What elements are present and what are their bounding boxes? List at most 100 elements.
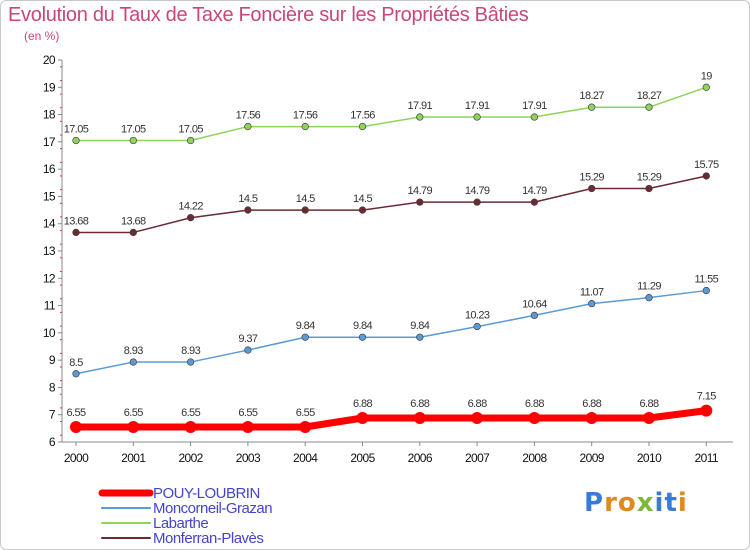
data-label: 8.5 bbox=[69, 357, 83, 369]
data-point bbox=[530, 113, 539, 121]
data-label: 15.29 bbox=[579, 172, 604, 184]
logo-letter: i bbox=[654, 488, 665, 518]
chart-subtitle: (en %) bbox=[24, 29, 60, 43]
y-tick-label: 11 bbox=[44, 299, 56, 313]
legend-label: Monferran-Plavès bbox=[153, 530, 263, 547]
data-point bbox=[473, 198, 481, 206]
data-label: 14.79 bbox=[465, 185, 490, 197]
y-tick-label: 6 bbox=[49, 435, 56, 449]
data-label: 17.05 bbox=[121, 123, 146, 135]
x-tick-label: 2005 bbox=[350, 451, 375, 465]
data-point bbox=[416, 333, 424, 341]
data-point bbox=[413, 411, 426, 424]
series-line-moncorneil-grazan bbox=[75, 289, 708, 375]
data-point bbox=[301, 333, 309, 341]
data-point bbox=[645, 294, 653, 302]
legend-label: Labarthe bbox=[153, 515, 208, 532]
data-label: 18.27 bbox=[579, 90, 604, 102]
data-label: 17.91 bbox=[408, 100, 433, 112]
data-label: 6.88 bbox=[525, 398, 544, 410]
data-label: 14.79 bbox=[522, 185, 547, 197]
logo-letter: t bbox=[664, 488, 678, 518]
logo-letter: o bbox=[617, 488, 637, 518]
data-point bbox=[184, 420, 197, 433]
logo-letter: P bbox=[584, 488, 605, 518]
data-label: 15.75 bbox=[694, 159, 719, 171]
y-tick-label: 19 bbox=[43, 80, 56, 94]
chart-data-labels: 17.05 17.05 17.05 17.56 17.56 17.56 17.91 17.91… bbox=[64, 70, 720, 419]
x-tick-label: 2010 bbox=[637, 451, 662, 465]
data-point bbox=[129, 136, 137, 145]
data-label: 14.5 bbox=[353, 193, 372, 205]
data-point bbox=[186, 214, 195, 222]
data-label: 19 bbox=[701, 70, 713, 82]
data-label: 13.68 bbox=[64, 215, 89, 227]
data-label: 17.05 bbox=[178, 123, 203, 135]
data-label: 17.91 bbox=[465, 100, 490, 112]
data-point bbox=[358, 206, 367, 214]
data-label: 15.29 bbox=[637, 172, 662, 184]
y-tick-label: 12 bbox=[43, 271, 56, 285]
x-tick-label: 2003 bbox=[236, 451, 261, 465]
data-label: 6.55 bbox=[238, 407, 257, 419]
y-tick-label: 16 bbox=[43, 162, 56, 176]
data-point bbox=[129, 228, 137, 237]
data-point bbox=[70, 420, 82, 433]
data-point bbox=[186, 136, 195, 145]
data-label: 6.88 bbox=[410, 398, 429, 410]
y-tick-label: 13 bbox=[43, 244, 56, 258]
logo-letter: r bbox=[604, 488, 618, 518]
data-label: 6.88 bbox=[468, 398, 487, 410]
series-line-labarthe bbox=[75, 86, 708, 142]
data-label: 17.91 bbox=[522, 100, 547, 112]
chart-axes: 6 7 8 9 10 11 12 13 14 15 16 17 18 19 20 2000 2001 2002 20… bbox=[43, 53, 733, 465]
y-tick-label: 10 bbox=[43, 326, 56, 340]
data-label: 14.79 bbox=[408, 185, 433, 197]
data-point bbox=[643, 411, 655, 424]
x-tick-label: 2000 bbox=[64, 451, 89, 465]
data-point bbox=[702, 286, 710, 295]
data-point bbox=[530, 198, 539, 206]
data-point bbox=[702, 172, 710, 180]
chart-series bbox=[70, 83, 713, 433]
data-label: 6.88 bbox=[582, 398, 601, 410]
x-tick-label: 2011 bbox=[695, 451, 719, 465]
x-tick-label: 2007 bbox=[465, 451, 490, 465]
data-point bbox=[645, 103, 653, 111]
data-point bbox=[416, 198, 424, 206]
data-label: 17.56 bbox=[236, 110, 261, 122]
data-label: 6.55 bbox=[66, 407, 85, 419]
data-label: 9.84 bbox=[296, 320, 315, 332]
data-point bbox=[72, 228, 80, 237]
data-point bbox=[72, 136, 80, 145]
data-point bbox=[127, 420, 140, 433]
y-tick-label: 17 bbox=[43, 135, 56, 149]
y-tick-label: 20 bbox=[43, 53, 56, 67]
data-point bbox=[473, 322, 481, 331]
data-point bbox=[588, 103, 596, 111]
data-label: 17.56 bbox=[350, 110, 375, 122]
data-label: 14.5 bbox=[296, 193, 315, 205]
data-point bbox=[244, 122, 252, 131]
data-label: 13.68 bbox=[121, 215, 146, 227]
data-point bbox=[129, 358, 137, 366]
data-point bbox=[702, 83, 710, 91]
x-tick-label: 2002 bbox=[178, 451, 203, 465]
data-point bbox=[473, 113, 481, 121]
data-label: 6.55 bbox=[296, 407, 315, 419]
legend-label: Moncorneil-Grazan bbox=[153, 500, 272, 517]
data-point bbox=[299, 420, 312, 433]
data-point bbox=[356, 411, 369, 424]
logo-letter: i bbox=[677, 488, 688, 518]
data-label: 14.5 bbox=[238, 193, 257, 205]
y-tick-label: 14 bbox=[43, 217, 56, 231]
x-tick-label: 2009 bbox=[580, 451, 605, 465]
logo-letter: x bbox=[636, 488, 655, 518]
data-label: 6.88 bbox=[639, 398, 658, 410]
data-label: 11.55 bbox=[694, 274, 718, 286]
x-tick-label: 2004 bbox=[293, 451, 318, 465]
data-label: 8.93 bbox=[181, 345, 200, 357]
data-label: 17.05 bbox=[64, 123, 89, 135]
